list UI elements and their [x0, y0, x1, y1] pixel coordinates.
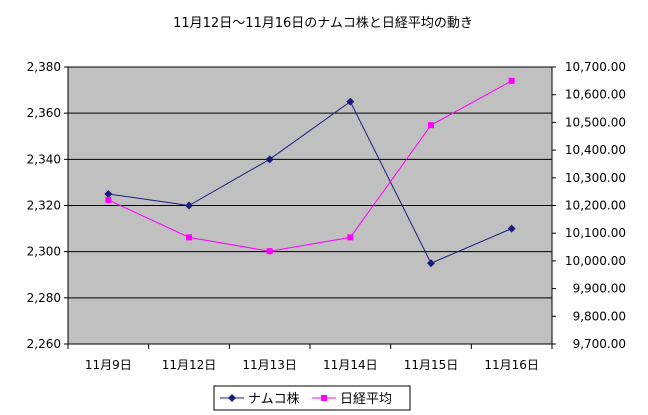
- data-point-square: [347, 234, 354, 241]
- data-point-diamond: [427, 259, 435, 268]
- x-axis-ticks: 11月9日 11月12日 11月13日 11月14日 11月15日 11月16日: [67, 344, 553, 372]
- data-point-square: [105, 196, 112, 203]
- right-axis-ticks: 9,700.00 9,800.00 9,900.00 10,000.00 10,100.…: [552, 60, 626, 351]
- right-tick-label: 9,900.00: [573, 282, 626, 296]
- x-tick-label: 11月12日: [162, 358, 217, 372]
- data-point-diamond: [185, 201, 193, 210]
- left-tick-label: 2,260: [27, 337, 61, 351]
- left-axis-ticks: 2,260 2,280 2,300 2,320 2,340 2,360 2,380: [27, 60, 68, 351]
- chart-title: 11月12日〜11月16日のナムコ株と日経平均の動き: [173, 16, 473, 31]
- legend: ナムコ株 日経平均: [213, 385, 411, 411]
- right-tick-label: 10,600.00: [565, 88, 626, 102]
- right-tick-label: 10,200.00: [565, 199, 626, 213]
- x-tick-label: 11月15日: [404, 358, 459, 372]
- series-line-1: [108, 80, 512, 252]
- left-tick-label: 2,380: [27, 60, 61, 74]
- data-point-square: [428, 122, 434, 129]
- series-line-0: [108, 100, 512, 264]
- data-point-square: [508, 77, 515, 84]
- right-tick-label: 9,700.00: [573, 337, 626, 351]
- x-tick-label: 11月16日: [484, 358, 539, 372]
- legend-marker-namco: [228, 394, 236, 402]
- data-point-square: [266, 248, 273, 255]
- right-tick-label: 10,400.00: [565, 143, 626, 157]
- right-tick-label: 10,000.00: [565, 254, 626, 268]
- left-tick-label: 2,300: [27, 245, 61, 259]
- legend-label-nikkei: 日経平均: [340, 392, 392, 407]
- data-point-square: [186, 234, 192, 241]
- right-tick-label: 10,300.00: [565, 171, 626, 185]
- series-lines: [108, 80, 512, 264]
- data-point-diamond: [507, 224, 516, 233]
- left-tick-label: 2,340: [27, 152, 61, 166]
- series-points: [104, 77, 516, 268]
- data-point-diamond: [346, 97, 355, 106]
- x-tick-label: 11月14日: [323, 358, 378, 372]
- data-point-diamond: [104, 189, 113, 198]
- data-point-diamond: [265, 155, 274, 164]
- x-tick-label: 11月9日: [85, 358, 132, 372]
- left-tick-label: 2,360: [27, 106, 61, 120]
- right-tick-label: 10,700.00: [565, 60, 626, 74]
- x-tick-label: 11月13日: [242, 358, 297, 372]
- legend-label-namco: ナムコ株: [248, 392, 300, 407]
- left-tick-label: 2,320: [27, 199, 61, 213]
- right-tick-label: 10,500.00: [565, 115, 626, 129]
- right-tick-label: 10,100.00: [565, 226, 626, 240]
- right-tick-label: 9,800.00: [573, 309, 626, 323]
- left-tick-label: 2,280: [27, 291, 61, 305]
- legend-marker-nikkei: [321, 395, 327, 401]
- gridlines: [68, 66, 552, 299]
